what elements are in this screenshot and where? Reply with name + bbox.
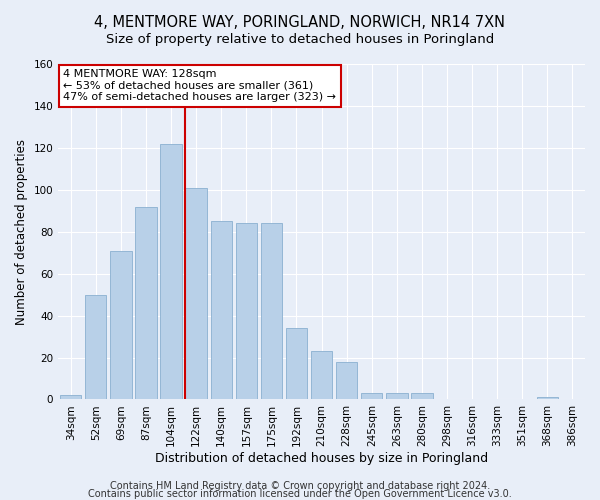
Bar <box>85 294 106 400</box>
Bar <box>110 250 131 400</box>
Bar <box>211 221 232 400</box>
Text: Contains HM Land Registry data © Crown copyright and database right 2024.: Contains HM Land Registry data © Crown c… <box>110 481 490 491</box>
Bar <box>136 206 157 400</box>
Bar <box>411 393 433 400</box>
Bar <box>361 393 382 400</box>
Bar <box>261 224 282 400</box>
X-axis label: Distribution of detached houses by size in Poringland: Distribution of detached houses by size … <box>155 452 488 465</box>
Bar <box>60 396 82 400</box>
Bar <box>336 362 358 400</box>
Bar <box>185 188 207 400</box>
Y-axis label: Number of detached properties: Number of detached properties <box>15 138 28 324</box>
Text: Size of property relative to detached houses in Poringland: Size of property relative to detached ho… <box>106 32 494 46</box>
Text: Contains public sector information licensed under the Open Government Licence v3: Contains public sector information licen… <box>88 489 512 499</box>
Bar <box>537 398 558 400</box>
Bar <box>311 351 332 400</box>
Bar <box>386 393 407 400</box>
Bar <box>286 328 307 400</box>
Bar <box>236 224 257 400</box>
Text: 4, MENTMORE WAY, PORINGLAND, NORWICH, NR14 7XN: 4, MENTMORE WAY, PORINGLAND, NORWICH, NR… <box>95 15 505 30</box>
Text: 4 MENTMORE WAY: 128sqm
← 53% of detached houses are smaller (361)
47% of semi-de: 4 MENTMORE WAY: 128sqm ← 53% of detached… <box>64 69 337 102</box>
Bar <box>160 144 182 400</box>
